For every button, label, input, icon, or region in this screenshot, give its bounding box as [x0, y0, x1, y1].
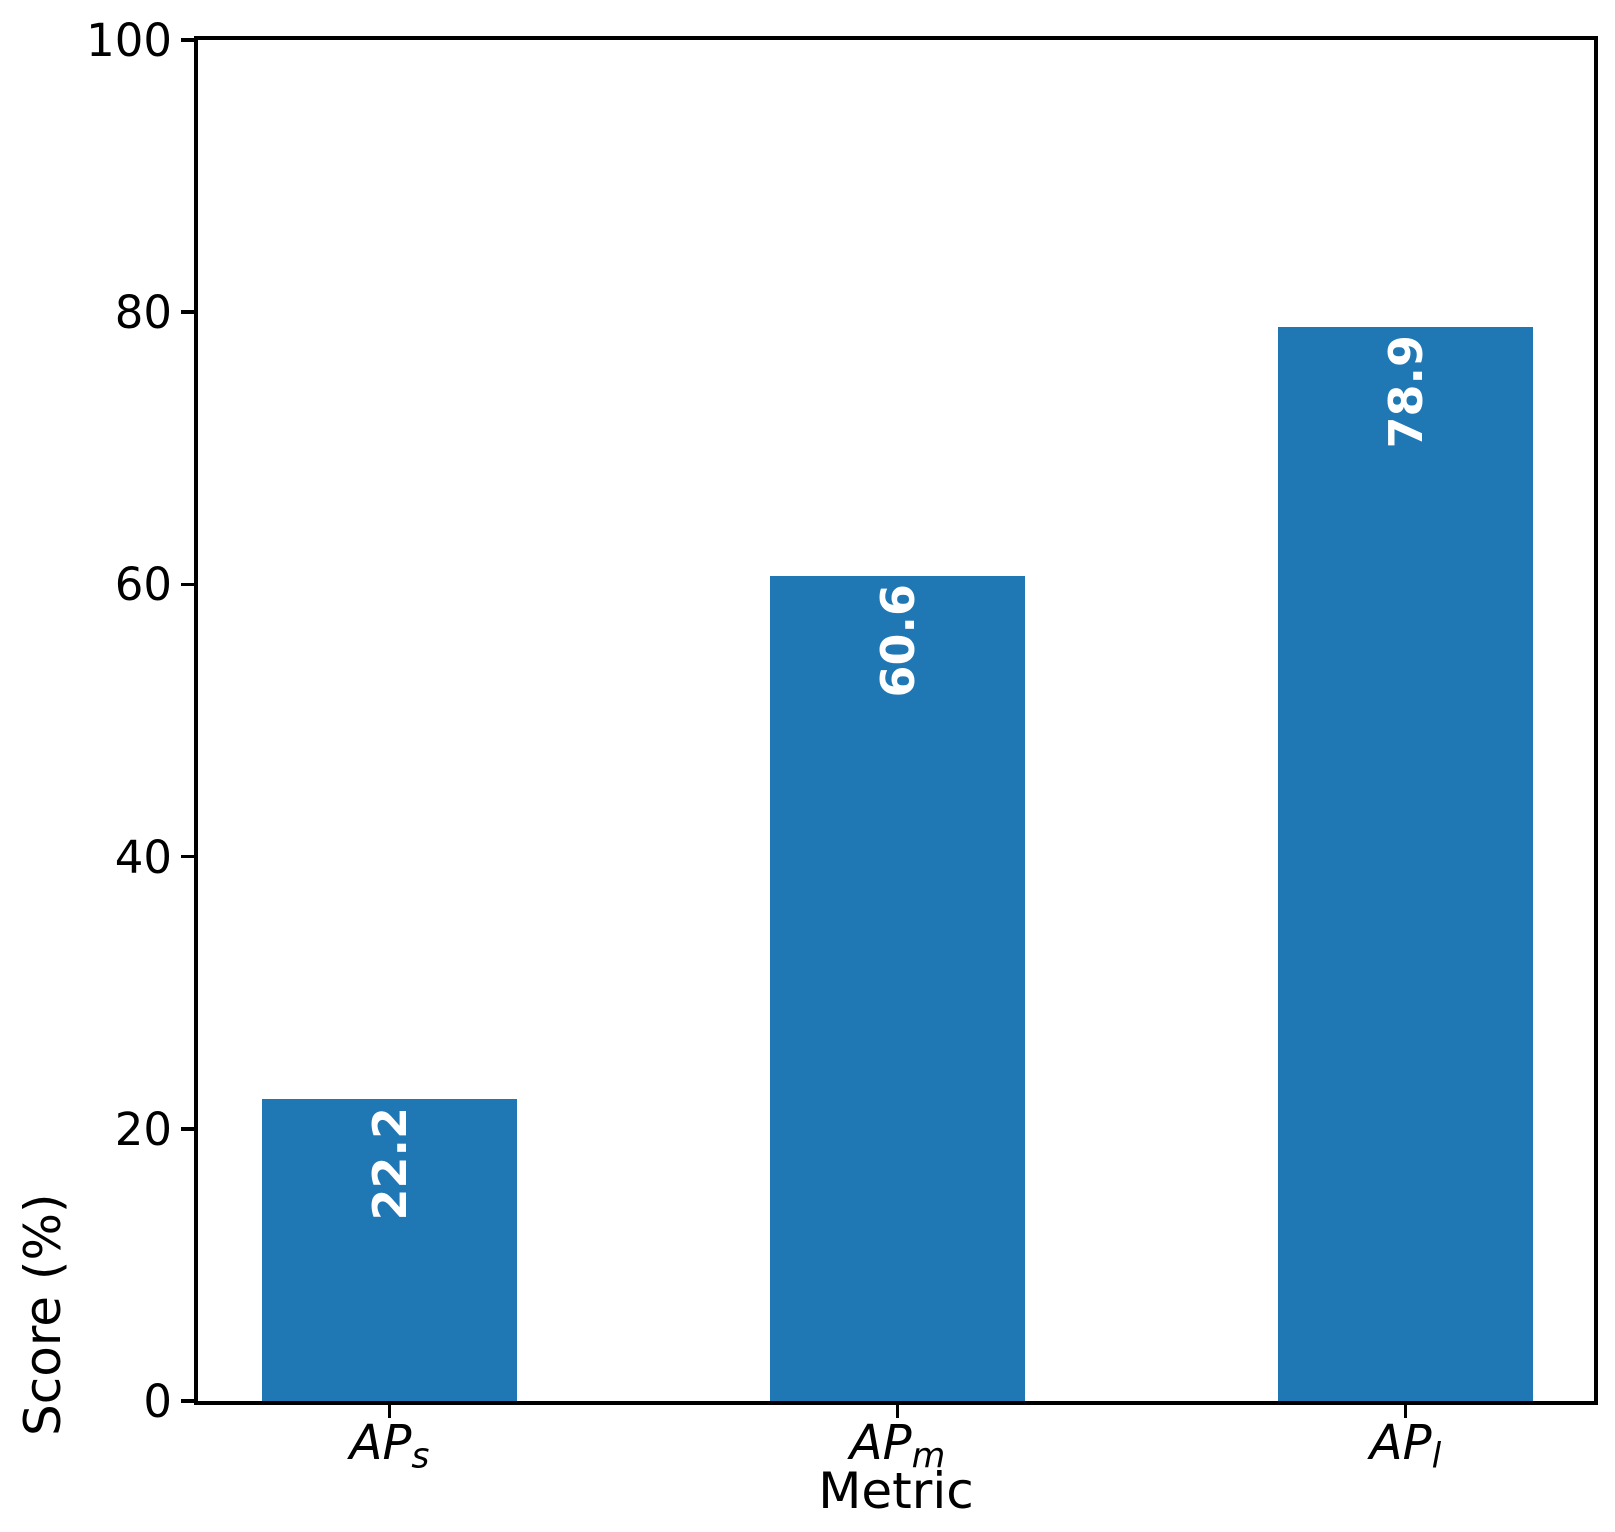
y-tick-label: 20	[114, 1102, 172, 1156]
bar-value-label: 60.6	[870, 584, 925, 698]
y-axis-label: Score (%)	[14, 1193, 72, 1436]
x-tick-label-AP-m: APm	[748, 1419, 1048, 1474]
x-tick-mark	[1403, 1405, 1408, 1418]
bar-value-label: 78.9	[1378, 335, 1433, 449]
x-tick-mark	[387, 1405, 392, 1418]
metric-name: AP	[1369, 1415, 1432, 1471]
y-tick-mark	[181, 310, 194, 314]
x-axis-label: Metric	[818, 1462, 974, 1520]
metric-name: AP	[849, 1415, 912, 1471]
y-tick-label: 0	[143, 1375, 172, 1428]
metric-subscript: l	[1431, 1436, 1442, 1477]
plot-area: 22.2 60.6 78.9 0 20 40 60 80 100 APs APm APl	[86, 18, 1598, 1474]
metric-subscript: m	[911, 1436, 946, 1477]
y-tick-label: 60	[114, 558, 172, 612]
metric-subscript: s	[411, 1436, 430, 1477]
x-tick-label-AP-l: APl	[1256, 1419, 1556, 1474]
y-tick-mark	[181, 1399, 194, 1403]
bar-AP-s: 22.2	[262, 1099, 517, 1401]
bar-value-label: 22.2	[362, 1107, 417, 1221]
x-tick-label-AP-s: APs	[240, 1419, 540, 1474]
bar-AP-m: 60.6	[770, 576, 1025, 1401]
y-tick-mark	[181, 38, 194, 42]
y-tick-mark	[181, 854, 194, 859]
x-tick-mark	[895, 1405, 900, 1418]
y-tick-label: 100	[86, 14, 172, 67]
y-tick-mark	[181, 582, 194, 587]
bar-AP-l: 78.9	[1278, 327, 1533, 1401]
y-tick-label: 80	[114, 286, 172, 340]
y-tick-mark	[181, 1127, 194, 1131]
y-tick-label: 40	[114, 830, 172, 884]
metric-name: AP	[349, 1415, 412, 1471]
